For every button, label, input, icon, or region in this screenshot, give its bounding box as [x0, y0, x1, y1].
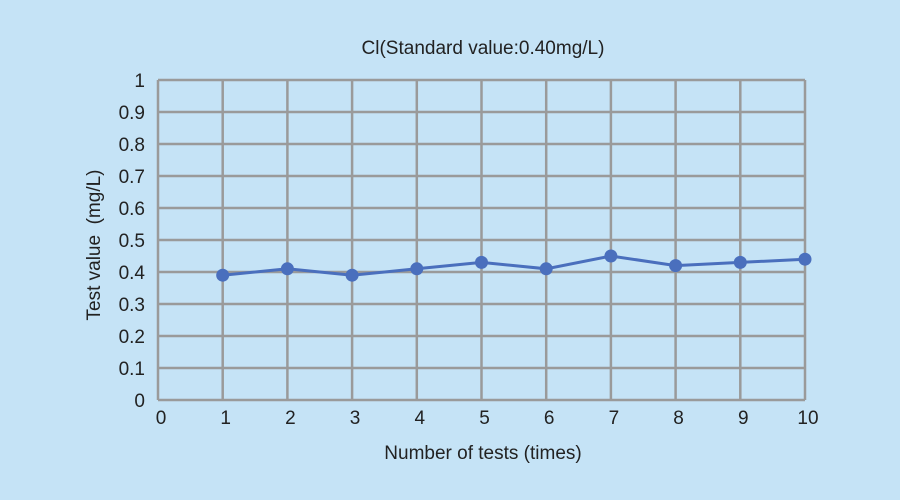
data-point — [280, 262, 294, 276]
data-points — [216, 249, 812, 282]
y-tick-label: 0.5 — [119, 231, 145, 252]
y-tick-label: 0 — [134, 391, 145, 412]
x-tick-label: 2 — [285, 408, 296, 429]
x-tick-label: 9 — [738, 408, 749, 429]
data-point — [604, 249, 618, 263]
y-tick-label: 0.3 — [119, 295, 145, 316]
data-point — [345, 268, 359, 282]
x-tick-label: 8 — [673, 408, 684, 429]
x-tick-label: 4 — [415, 408, 426, 429]
x-tick-label: 6 — [544, 408, 555, 429]
data-point — [539, 262, 553, 276]
data-point — [410, 262, 424, 276]
y-tick-label: 0.7 — [119, 167, 145, 188]
x-tick-label: 3 — [350, 408, 361, 429]
grid — [156, 78, 807, 402]
y-tick-label: 0.6 — [119, 199, 145, 220]
series-line — [222, 254, 806, 277]
x-axis-ticks: 0 1 2 3 4 5 6 7 8 9 10 — [156, 408, 819, 429]
y-tick-label: 0.4 — [119, 263, 146, 284]
y-axis-label: Test value (mg/L) — [84, 170, 105, 321]
y-tick-label: 0.8 — [119, 135, 145, 156]
x-tick-label: 1 — [220, 408, 231, 429]
y-tick-label: 0.2 — [119, 327, 145, 348]
data-point — [733, 255, 747, 269]
data-point — [669, 259, 683, 273]
data-point — [475, 255, 488, 269]
y-tick-label: 0.1 — [119, 359, 145, 380]
x-tick-label: 10 — [797, 408, 818, 429]
chart-title: Cl(Standard value:0.40mg/L) — [362, 38, 605, 59]
y-tick-label: 0.9 — [119, 103, 145, 124]
x-tick-label: 0 — [156, 408, 167, 429]
y-tick-label: 1 — [134, 71, 145, 92]
x-tick-label: 5 — [479, 408, 490, 429]
data-point — [216, 268, 230, 282]
x-axis-label: Number of tests (times) — [384, 443, 581, 464]
x-tick-label: 7 — [609, 408, 620, 429]
y-axis-ticks: 0 0.1 0.2 0.3 0.4 0.5 0.6 0.7 0.8 0.9 1 — [119, 71, 146, 412]
data-point — [798, 252, 812, 266]
